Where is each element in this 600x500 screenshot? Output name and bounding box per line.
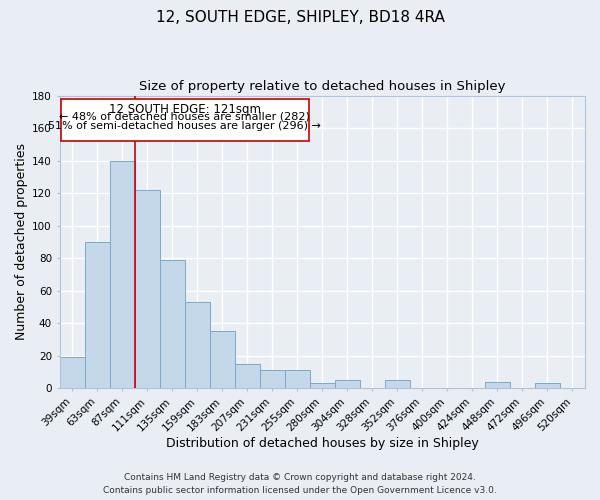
Bar xyxy=(59,358,85,388)
Text: Contains HM Land Registry data © Crown copyright and database right 2024.
Contai: Contains HM Land Registry data © Crown c… xyxy=(103,474,497,495)
Bar xyxy=(385,380,410,388)
Bar xyxy=(235,364,260,388)
Title: Size of property relative to detached houses in Shipley: Size of property relative to detached ho… xyxy=(139,80,506,93)
Bar xyxy=(535,384,560,388)
Bar xyxy=(185,302,209,388)
Bar xyxy=(110,160,134,388)
Bar xyxy=(160,260,185,388)
Bar xyxy=(260,370,285,388)
Text: ← 48% of detached houses are smaller (282): ← 48% of detached houses are smaller (28… xyxy=(59,112,310,122)
Text: 12, SOUTH EDGE, SHIPLEY, BD18 4RA: 12, SOUTH EDGE, SHIPLEY, BD18 4RA xyxy=(155,10,445,25)
Text: 51% of semi-detached houses are larger (296) →: 51% of semi-detached houses are larger (… xyxy=(48,121,321,131)
FancyBboxPatch shape xyxy=(61,99,308,141)
Text: 12 SOUTH EDGE: 121sqm: 12 SOUTH EDGE: 121sqm xyxy=(109,103,260,116)
Bar xyxy=(335,380,360,388)
Bar xyxy=(134,190,160,388)
X-axis label: Distribution of detached houses by size in Shipley: Distribution of detached houses by size … xyxy=(166,437,479,450)
Bar xyxy=(310,384,335,388)
Bar xyxy=(85,242,110,388)
Bar xyxy=(285,370,310,388)
Y-axis label: Number of detached properties: Number of detached properties xyxy=(15,144,28,340)
Bar xyxy=(209,332,235,388)
Bar xyxy=(485,382,510,388)
